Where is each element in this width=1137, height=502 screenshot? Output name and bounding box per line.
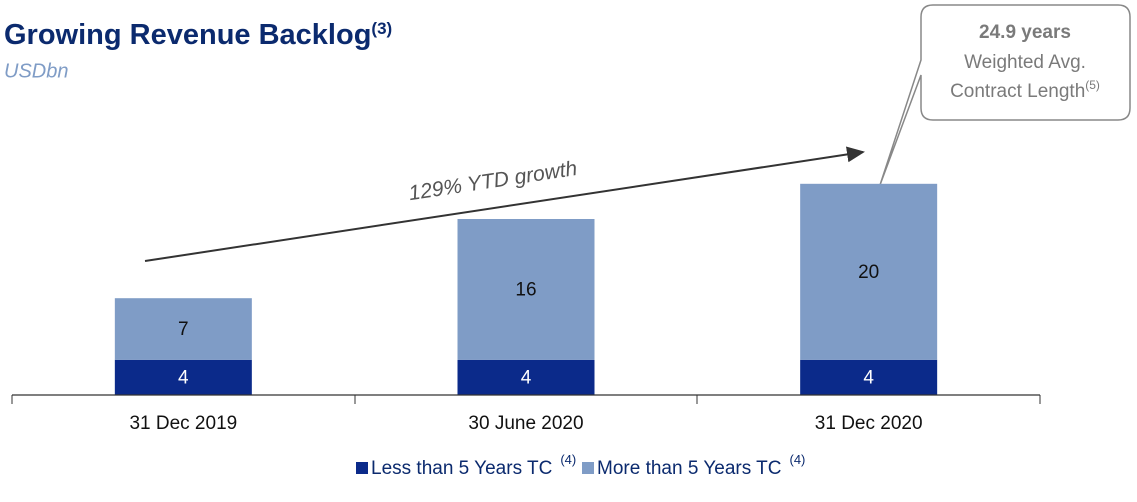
bar-segment bbox=[457, 219, 595, 360]
callout-box bbox=[879, 4, 1131, 186]
bar-segment bbox=[114, 359, 252, 395]
title-text: Growing Revenue Backlog bbox=[4, 19, 371, 51]
value-label: 4 bbox=[863, 367, 874, 388]
x-tick-label: 31 Dec 2020 bbox=[815, 413, 923, 434]
legend-label: Less than 5 Years TC (4) bbox=[371, 452, 576, 479]
legend-note: (4) bbox=[789, 452, 805, 467]
value-label: 20 bbox=[858, 262, 879, 283]
bar-segment bbox=[800, 359, 938, 395]
value-label: 4 bbox=[178, 367, 189, 388]
callout-line: Contract Length(5) bbox=[950, 78, 1100, 102]
legend: Less than 5 Years TC (4) More than 5 Years… bbox=[356, 452, 805, 479]
title-note: (3) bbox=[371, 19, 392, 38]
x-tick-label: 31 Dec 2019 bbox=[129, 413, 237, 434]
legend-name: Less than 5 Years TC bbox=[371, 458, 552, 479]
callout-note: (5) bbox=[1085, 78, 1100, 92]
legend-note: (4) bbox=[560, 452, 576, 467]
value-label: 7 bbox=[178, 319, 189, 340]
bar-segment bbox=[457, 359, 595, 395]
arrow-annotation: 129% YTD growth bbox=[407, 157, 579, 205]
bar-segment bbox=[800, 183, 938, 360]
x-tick-label: 30 June 2020 bbox=[468, 413, 583, 434]
value-label: 4 bbox=[521, 367, 532, 388]
bar-segment bbox=[114, 298, 252, 360]
legend-name: More than 5 Years TC bbox=[597, 458, 781, 479]
callout-text: Contract Length bbox=[950, 81, 1085, 102]
bars: 4 7 31 Dec 2019 4 16 30 June 2020 4 20 31 Dec 20… bbox=[114, 183, 938, 434]
subtitle: USDbn bbox=[4, 60, 68, 82]
chart-title: Growing Revenue Backlog(3) bbox=[4, 19, 392, 51]
value-label: 16 bbox=[515, 279, 536, 300]
callout-line: Weighted Avg. bbox=[964, 52, 1086, 73]
legend-label: More than 5 Years TC (4) bbox=[597, 452, 805, 479]
growth-arrow bbox=[144, 146, 865, 262]
legend-swatch bbox=[356, 462, 368, 474]
legend-swatch bbox=[582, 462, 594, 474]
callout-headline: 24.9 years bbox=[979, 22, 1071, 43]
